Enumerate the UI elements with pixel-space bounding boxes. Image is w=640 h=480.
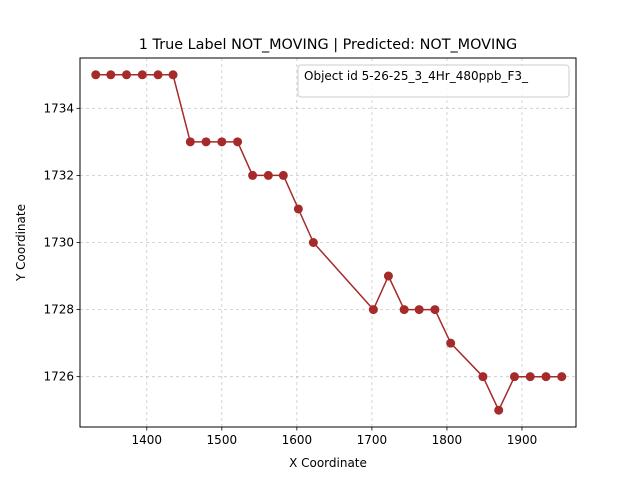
legend-box	[297, 64, 570, 98]
data-point	[168, 70, 178, 80]
data-point	[217, 137, 227, 147]
x-tick-label: 1900	[507, 433, 538, 447]
y-axis-label: Y Coordinate	[14, 204, 28, 282]
data-point	[308, 238, 318, 247]
data-point	[263, 170, 273, 180]
grid	[80, 58, 576, 427]
legend-entry-label: Object id 5-26-25_3_4Hr_480ppb_F3_	[304, 69, 529, 83]
data-point	[122, 70, 132, 80]
data-point	[233, 137, 243, 147]
data-point	[368, 305, 378, 315]
plot-series	[91, 70, 567, 415]
x-tick-label: 1400	[132, 433, 163, 447]
y-tick-label: 1728	[43, 303, 74, 317]
y-tick-label: 1726	[43, 370, 74, 384]
data-point	[509, 372, 519, 382]
data-point	[185, 137, 195, 147]
legend: Object id 5-26-25_3_4Hr_480ppb_F3_	[297, 64, 570, 98]
data-point	[478, 372, 488, 382]
data-point	[201, 137, 211, 147]
data-point	[399, 305, 409, 315]
data-point	[137, 70, 147, 80]
y-tick-label: 1732	[43, 168, 74, 182]
data-point	[91, 70, 101, 80]
x-tick-label: 1700	[357, 433, 388, 447]
data-point	[248, 170, 258, 180]
data-point	[278, 170, 288, 180]
data-point	[430, 305, 440, 315]
x-axis-label: X Coordinate	[289, 456, 367, 470]
chart-title: 1 True Label NOT_MOVING | Predicted: NOT…	[139, 37, 517, 53]
y-tick-label: 1734	[43, 101, 74, 115]
data-point	[557, 372, 567, 382]
x-tick-label: 1800	[432, 433, 463, 447]
x-tick-label: 1500	[207, 433, 238, 447]
data-point	[153, 70, 163, 80]
data-point	[293, 204, 303, 214]
data-point	[446, 338, 456, 348]
x-tick-label: 1600	[282, 433, 313, 447]
axis-ticks: 1400 1500 1600 1700 1800 1900 1726 1728 1730 1732…	[43, 101, 537, 447]
y-tick-label: 1730	[43, 236, 74, 250]
data-point	[383, 271, 393, 281]
data-point	[494, 405, 504, 415]
data-point	[541, 372, 551, 382]
data-point	[525, 372, 535, 382]
data-point	[414, 305, 424, 315]
data-point	[106, 70, 116, 80]
